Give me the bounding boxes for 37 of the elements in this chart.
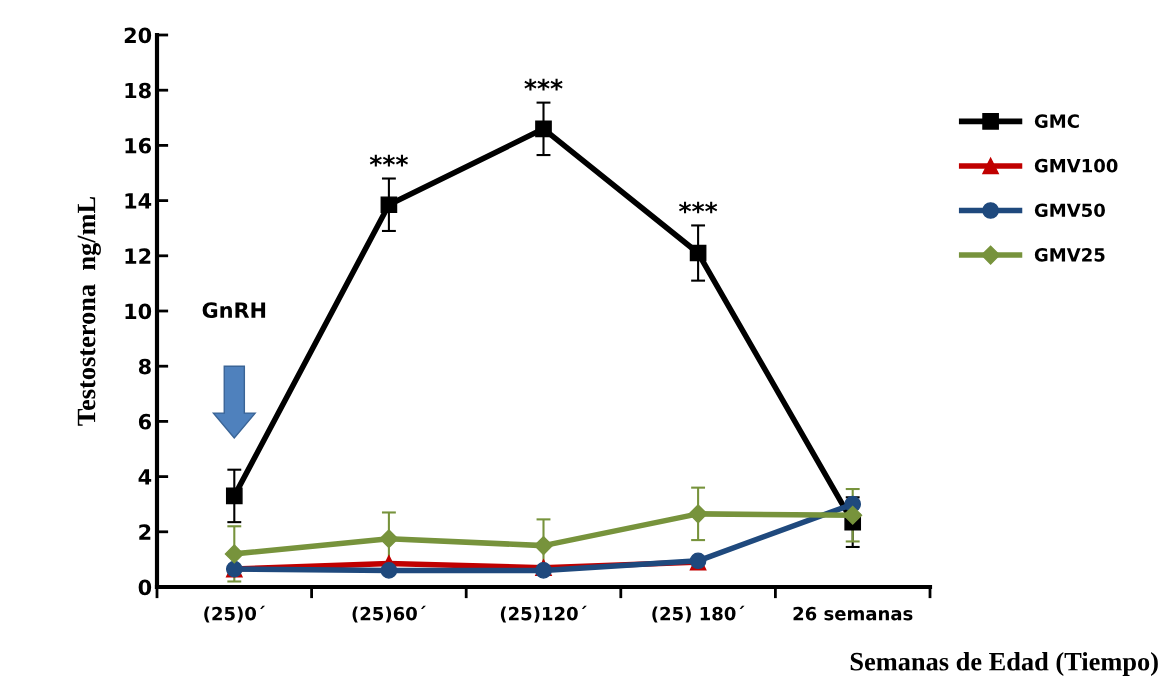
y-tick-label: 18	[125, 82, 151, 99]
y-tick-label: 0	[138, 579, 152, 596]
point	[535, 120, 552, 138]
point	[843, 505, 863, 525]
x-tick-label: (25)120´	[500, 605, 587, 623]
point	[225, 487, 243, 505]
y-tick-label: 10	[125, 303, 152, 320]
y-axis-title: Testosterona ng/mL	[77, 197, 101, 426]
point	[535, 562, 552, 579]
point	[380, 562, 398, 579]
annotation: ***	[369, 154, 409, 167]
y-tick-label: 12	[125, 248, 151, 264]
y-tick-label: 16	[125, 137, 152, 154]
point	[533, 536, 554, 556]
point	[688, 504, 708, 524]
y-tick-label: 20	[124, 27, 152, 44]
legend-label: GMV100	[1034, 158, 1118, 173]
y-tick-label: 8	[138, 358, 151, 375]
y-tick-label: 4	[138, 469, 152, 485]
legend-label: GMV25	[1034, 247, 1105, 262]
x-tick-label: (25) 180´	[652, 605, 745, 623]
x-tick-label: (25)60´	[352, 605, 426, 623]
legend-label: GMV50	[1034, 203, 1105, 218]
point	[689, 244, 707, 262]
point	[379, 529, 399, 549]
point	[224, 544, 244, 564]
x-axis-title: Semanas de Edad (Tiempo)	[850, 652, 1158, 676]
y-tick-label: 2	[139, 524, 151, 540]
annotation: ***	[678, 201, 718, 214]
y-tick-label: 6	[138, 413, 152, 430]
x-tick-label: 26 semanas	[793, 606, 913, 621]
annotation: GnRH	[202, 302, 266, 318]
legend-label: GMC	[1034, 114, 1079, 128]
x-tick-label: (25)0´	[204, 605, 266, 623]
annotation: ***	[524, 78, 563, 91]
y-tick-label: 14	[125, 193, 152, 209]
point	[380, 196, 398, 214]
